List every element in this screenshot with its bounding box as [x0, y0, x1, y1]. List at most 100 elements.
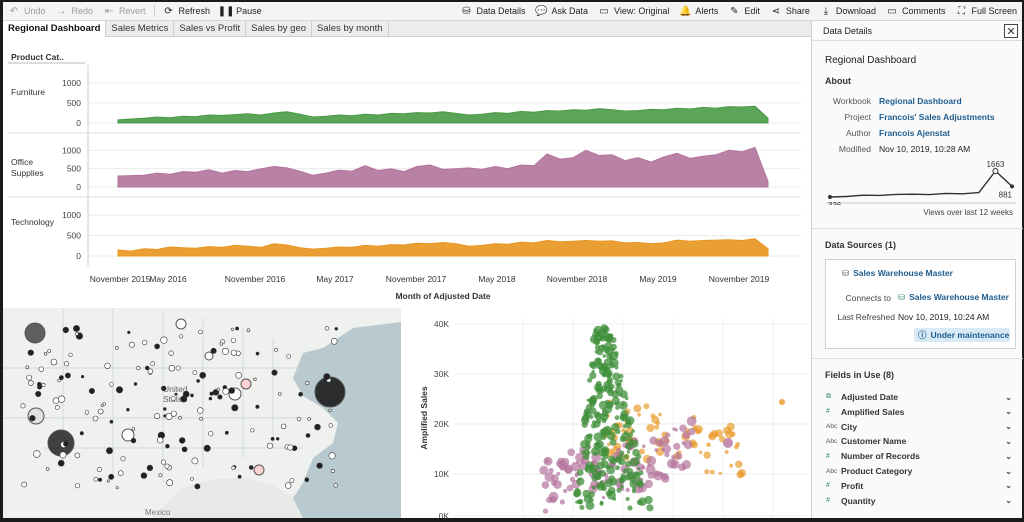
scatter-point[interactable]: [619, 475, 627, 483]
scatter-point[interactable]: [601, 417, 607, 424]
city-point[interactable]: [170, 410, 177, 417]
city-point[interactable]: [270, 436, 275, 441]
scatter-point[interactable]: [671, 454, 677, 460]
scatter-point[interactable]: [584, 464, 594, 474]
scatter-point[interactable]: [736, 470, 745, 479]
city-point[interactable]: [333, 483, 338, 488]
scatter-point[interactable]: [608, 455, 616, 463]
scatter-point[interactable]: [606, 431, 616, 440]
scatter-point[interactable]: [593, 432, 603, 442]
scatter-point[interactable]: [616, 487, 622, 493]
author-link[interactable]: Francois Ajenstat: [879, 128, 951, 138]
city-point[interactable]: [235, 372, 242, 379]
scatter-point[interactable]: [656, 439, 664, 447]
city-point[interactable]: [230, 349, 237, 356]
city-point[interactable]: [65, 372, 71, 379]
city-point[interactable]: [168, 350, 174, 356]
city-point[interactable]: [154, 343, 160, 350]
city-point[interactable]: [75, 332, 79, 336]
city-point[interactable]: [62, 326, 69, 334]
city-point[interactable]: [115, 345, 119, 350]
scatter-point[interactable]: [631, 429, 635, 433]
scatter-point[interactable]: [658, 412, 662, 417]
scatter-point[interactable]: [618, 387, 624, 392]
field-item[interactable]: # Quantity ⌄: [826, 494, 1012, 508]
chevron-down-icon[interactable]: ⌄: [1005, 466, 1012, 476]
scatter-point[interactable]: [584, 444, 591, 451]
city-point[interactable]: [179, 437, 186, 444]
city-point[interactable]: [305, 381, 310, 386]
scatter-point[interactable]: [614, 465, 620, 471]
city-point[interactable]: [286, 354, 292, 359]
scatter-point[interactable]: [614, 415, 620, 421]
scatter-point[interactable]: [579, 505, 585, 510]
city-point[interactable]: [221, 347, 229, 355]
scatter-point[interactable]: [601, 408, 606, 412]
scatter-point[interactable]: [566, 484, 574, 492]
scatter-point[interactable]: [624, 421, 632, 429]
scatter-point[interactable]: [605, 401, 614, 409]
refresh-button[interactable]: ⟳ Refresh: [158, 2, 216, 21]
chevron-down-icon[interactable]: ⌄: [1005, 451, 1012, 461]
city-point[interactable]: [178, 415, 182, 420]
city-point[interactable]: [163, 407, 167, 411]
scatter-point[interactable]: [659, 471, 664, 477]
city-point[interactable]: [52, 397, 60, 404]
city-point[interactable]: [127, 330, 131, 335]
city-point[interactable]: [280, 423, 287, 430]
city-point[interactable]: [26, 374, 33, 381]
sales-map[interactable]: UnitedStatesMexico: [3, 308, 401, 518]
scatter-point[interactable]: [567, 448, 575, 457]
scatter-point[interactable]: [620, 414, 627, 421]
comments-button[interactable]: ▭ Comments: [881, 2, 951, 21]
scatter-point[interactable]: [559, 499, 565, 505]
city-bubble[interactable]: [24, 322, 46, 344]
city-point[interactable]: [21, 481, 28, 488]
scatter-point[interactable]: [662, 444, 672, 454]
city-point[interactable]: [80, 374, 85, 379]
scatter-point[interactable]: [602, 332, 612, 342]
scatter-point[interactable]: [595, 380, 602, 387]
scatter-point[interactable]: [641, 465, 646, 470]
scatter-point[interactable]: [576, 469, 584, 476]
scatter-point[interactable]: [650, 413, 656, 419]
city-point[interactable]: [179, 334, 184, 339]
city-point[interactable]: [20, 403, 26, 409]
city-point[interactable]: [330, 337, 338, 345]
city-point[interactable]: [255, 351, 260, 356]
scatter-point[interactable]: [606, 490, 616, 500]
city-point[interactable]: [120, 456, 126, 462]
scatter-point[interactable]: [549, 496, 557, 504]
city-point[interactable]: [116, 386, 124, 394]
scatter-point[interactable]: [599, 428, 607, 436]
scatter-point[interactable]: [682, 430, 691, 440]
city-point[interactable]: [219, 342, 224, 346]
scatter-point[interactable]: [715, 429, 723, 438]
scatter-point[interactable]: [688, 428, 696, 436]
scatter-point[interactable]: [644, 479, 653, 489]
scatter-point[interactable]: [563, 488, 568, 494]
city-bubble[interactable]: [204, 351, 214, 361]
city-point[interactable]: [235, 326, 240, 331]
scatter-point[interactable]: [601, 327, 608, 334]
city-point[interactable]: [133, 382, 138, 386]
city-point[interactable]: [29, 415, 36, 422]
scatter-point[interactable]: [626, 450, 631, 454]
scatter-point[interactable]: [646, 504, 654, 512]
city-point[interactable]: [253, 377, 257, 381]
city-point[interactable]: [199, 416, 203, 421]
area-series-office-supplies[interactable]: [117, 146, 769, 188]
scatter-point[interactable]: [570, 461, 581, 472]
city-point[interactable]: [222, 388, 230, 395]
chevron-down-icon[interactable]: ⌄: [1005, 407, 1012, 417]
scatter-point[interactable]: [673, 442, 681, 450]
scatter-point[interactable]: [635, 453, 642, 460]
city-point[interactable]: [47, 349, 51, 353]
scatter-point[interactable]: [718, 471, 722, 475]
scatter-point[interactable]: [627, 505, 633, 511]
scatter-point[interactable]: [609, 351, 619, 361]
city-point[interactable]: [73, 325, 80, 332]
scatter-point[interactable]: [646, 424, 655, 432]
city-point[interactable]: [41, 382, 46, 387]
scatter-point[interactable]: [591, 369, 595, 373]
